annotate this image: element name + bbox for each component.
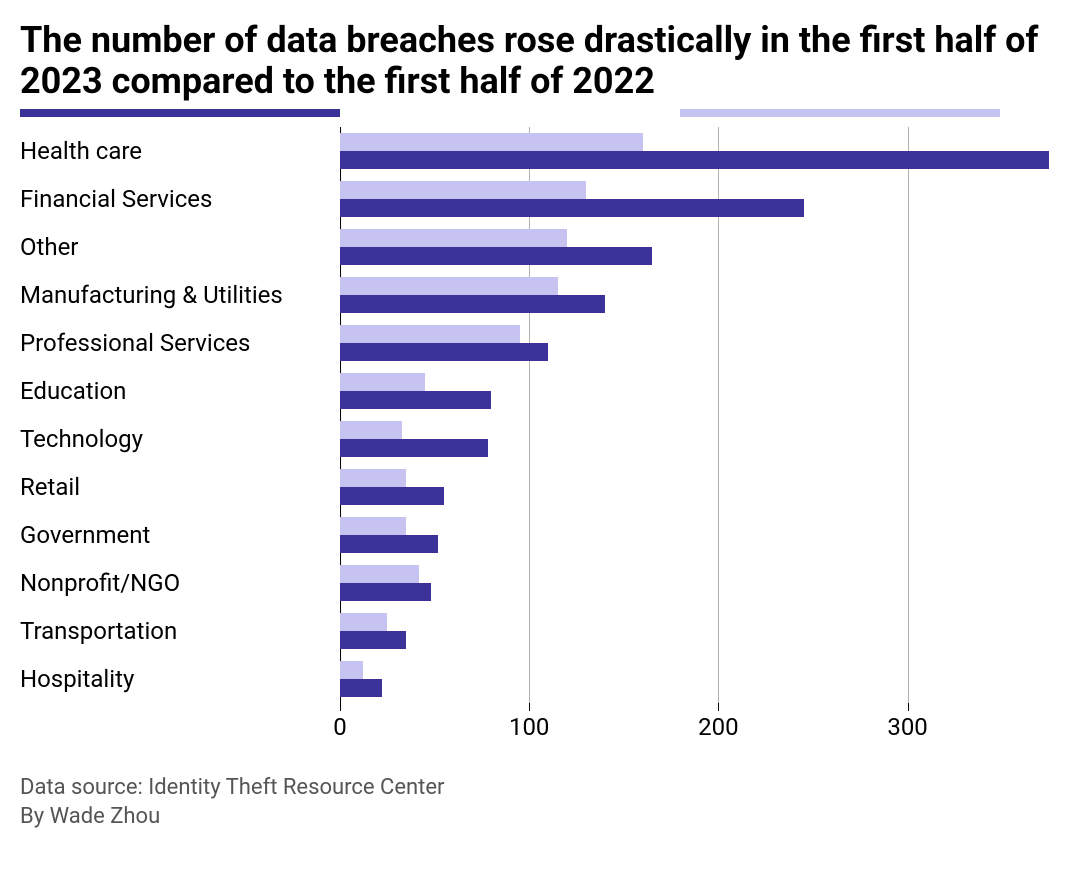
row-bars — [340, 127, 1040, 175]
chart-container: The number of data breaches rose drastic… — [0, 0, 1080, 872]
bar-chart: Health care Financial Services Other Manufa… — [20, 127, 1040, 743]
bar-series-b — [340, 199, 804, 217]
row-bars — [340, 463, 1040, 511]
category-label: Retail — [20, 473, 340, 501]
category-label: Education — [20, 377, 340, 405]
bar-series-b — [340, 439, 488, 457]
byline-text: By Wade Zhou — [20, 802, 1050, 832]
bar-pair — [340, 517, 1040, 553]
bar-pair — [340, 277, 1040, 313]
category-label: Manufacturing & Utilities — [20, 281, 340, 309]
bar-series-b — [340, 583, 431, 601]
category-label: Government — [20, 521, 340, 549]
data-source-text: Data source: Identity Theft Resource Cen… — [20, 773, 1050, 803]
bar-pair — [340, 565, 1040, 601]
bar-series-b — [340, 151, 1049, 169]
row-bars — [340, 175, 1040, 223]
x-tick-label: 300 — [887, 713, 927, 741]
category-label: Other — [20, 233, 340, 261]
bar-series-a — [340, 565, 419, 583]
bar-series-b — [340, 247, 652, 265]
row-bars — [340, 511, 1040, 559]
bar-series-b — [340, 631, 406, 649]
bar-series-a — [340, 661, 363, 679]
x-tick — [340, 703, 341, 711]
chart-title: The number of data breaches rose drastic… — [20, 20, 1050, 103]
row-bars — [340, 415, 1040, 463]
bar-series-a — [340, 229, 567, 247]
chart-row: Retail — [20, 463, 1040, 511]
chart-row: Health care — [20, 127, 1040, 175]
bar-pair — [340, 613, 1040, 649]
chart-row: Financial Services — [20, 175, 1040, 223]
row-bars — [340, 319, 1040, 367]
category-label: Technology — [20, 425, 340, 453]
category-label: Financial Services — [20, 185, 340, 213]
bar-series-a — [340, 277, 558, 295]
chart-row: Education — [20, 367, 1040, 415]
bar-series-a — [340, 421, 402, 439]
category-label: Nonprofit/NGO — [20, 569, 340, 597]
x-tick — [718, 703, 719, 711]
chart-row: Transportation — [20, 607, 1040, 655]
x-tick-label: 0 — [333, 713, 347, 741]
row-bars — [340, 223, 1040, 271]
chart-row: Hospitality — [20, 655, 1040, 703]
bar-series-a — [340, 325, 520, 343]
row-bars — [340, 559, 1040, 607]
legend-swatch-series-a — [680, 109, 1000, 117]
bar-series-b — [340, 679, 382, 697]
chart-rows: Health care Financial Services Other Manufa… — [20, 127, 1040, 703]
bar-series-a — [340, 181, 586, 199]
bar-series-b — [340, 535, 438, 553]
bar-pair — [340, 661, 1040, 697]
bar-series-a — [340, 613, 387, 631]
bar-pair — [340, 469, 1040, 505]
bar-series-a — [340, 373, 425, 391]
row-bars — [340, 367, 1040, 415]
category-label: Transportation — [20, 617, 340, 645]
bar-pair — [340, 181, 1040, 217]
row-bars — [340, 655, 1040, 703]
x-axis: 0100200300 — [340, 703, 1040, 743]
x-tick — [529, 703, 530, 711]
category-label: Hospitality — [20, 665, 340, 693]
bar-pair — [340, 325, 1040, 361]
bar-series-b — [340, 391, 491, 409]
bar-series-b — [340, 487, 444, 505]
bar-pair — [340, 421, 1040, 457]
bar-series-b — [340, 295, 605, 313]
row-bars — [340, 271, 1040, 319]
chart-row: Professional Services — [20, 319, 1040, 367]
legend — [20, 109, 1050, 117]
bar-series-a — [340, 517, 406, 535]
chart-row: Technology — [20, 415, 1040, 463]
x-tick — [908, 703, 909, 711]
chart-row: Other — [20, 223, 1040, 271]
chart-footer: Data source: Identity Theft Resource Cen… — [20, 773, 1050, 832]
chart-row: Nonprofit/NGO — [20, 559, 1040, 607]
chart-row: Government — [20, 511, 1040, 559]
legend-swatch-series-b — [20, 109, 340, 117]
bar-pair — [340, 133, 1040, 169]
x-tick-label: 200 — [698, 713, 738, 741]
category-label: Professional Services — [20, 329, 340, 357]
category-label: Health care — [20, 137, 340, 165]
bar-series-a — [340, 469, 406, 487]
bar-series-a — [340, 133, 643, 151]
bar-pair — [340, 373, 1040, 409]
bar-pair — [340, 229, 1040, 265]
bar-series-b — [340, 343, 548, 361]
chart-row: Manufacturing & Utilities — [20, 271, 1040, 319]
x-tick-label: 100 — [509, 713, 549, 741]
row-bars — [340, 607, 1040, 655]
